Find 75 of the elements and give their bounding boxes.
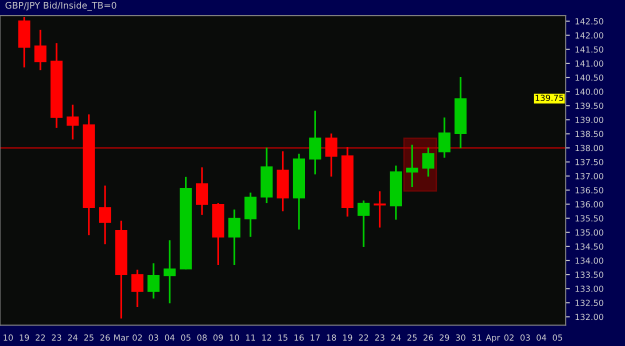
candlestick	[148, 262, 160, 300]
x-tick-label: 31	[472, 334, 482, 341]
x-tick-label: 24	[391, 334, 401, 341]
candlestick	[244, 192, 257, 238]
x-tick-label: 02	[504, 334, 514, 341]
y-tick-label: 133.50	[576, 272, 604, 278]
x-tick-label: 22	[36, 334, 45, 341]
x-tick-label: 09	[213, 334, 223, 341]
x-tick-label: 18	[326, 334, 336, 341]
x-tick-label: 04	[536, 334, 546, 341]
candlestick	[196, 166, 208, 216]
candlestick	[358, 200, 370, 248]
y-tick-label: 142.00	[576, 32, 604, 39]
y-tick-label: 138.00	[576, 144, 604, 152]
candlestick	[325, 132, 338, 178]
x-tick-label: Mar	[114, 334, 130, 341]
y-tick-label: 141.50	[576, 46, 604, 53]
y-tick-label: 135.00	[576, 229, 604, 236]
x-tick-label: 17	[310, 334, 320, 341]
x-tick-label: 24	[68, 334, 78, 341]
x-tick-label: 12	[262, 334, 272, 341]
annotation: 139.75	[536, 94, 564, 102]
y-tick-label: 132.00	[576, 314, 604, 320]
y-tick-label: 142.50	[576, 18, 604, 24]
x-tick-label: 04	[164, 334, 175, 341]
x-tick-label: 25	[407, 334, 417, 341]
candlestick	[66, 104, 79, 140]
candlestick	[164, 239, 176, 304]
y-tick-label: 139.50	[576, 102, 604, 109]
y-tick-label: 140.00	[576, 88, 604, 95]
x-tick-label: 26	[424, 334, 434, 341]
y-tick-label: 138.50	[576, 130, 604, 138]
y-tick-label: 137.50	[576, 158, 604, 166]
candlestick	[438, 116, 450, 159]
candlestick	[99, 184, 112, 245]
x-tick-label: 03	[520, 334, 530, 341]
y-tick-label: 135.50	[576, 215, 604, 222]
y-tick-label: 139.00	[576, 116, 604, 124]
y-tick-label: 133.00	[576, 286, 604, 292]
candlestick	[422, 146, 434, 178]
y-tick-label: 140.50	[576, 74, 604, 81]
x-tick-label: 23	[52, 334, 62, 341]
x-tick-label: 08	[197, 334, 207, 341]
candlestick	[406, 144, 418, 188]
x-tick-label: 22	[358, 334, 368, 341]
x-tick-label: Apr	[486, 334, 500, 342]
x-tick-label: 29	[440, 334, 450, 341]
candlestick	[34, 29, 46, 72]
x-tick-label: 19	[20, 334, 29, 341]
candlestick	[374, 190, 386, 228]
x-tick-label: 16	[294, 334, 304, 341]
y-tick-label: 141.00	[576, 60, 604, 67]
y-tick-label: 134.00	[576, 257, 604, 264]
y-tick-label: 134.50	[576, 243, 604, 250]
x-tick-label: 15	[278, 334, 288, 341]
candlestick	[131, 268, 144, 308]
x-tick-label: 10	[4, 334, 13, 341]
x-tick-label: 10	[230, 334, 240, 341]
x-tick-label: 26	[100, 334, 110, 341]
candlestick	[309, 110, 322, 176]
x-tick-label: 30	[456, 334, 466, 341]
y-tick-label: 132.50	[576, 300, 604, 306]
x-tick-label: 03	[148, 334, 158, 341]
x-tick-label: 23	[375, 334, 384, 341]
candlestick	[228, 208, 240, 266]
x-tick-label: 25	[84, 334, 94, 341]
y-tick-label: 136.50	[576, 187, 604, 194]
x-tick-label: 19	[343, 334, 352, 341]
x-tick-label: 05	[552, 334, 562, 341]
chart-title: GBP/JPY Bid/Inside_TB=0	[6, 2, 116, 11]
x-tick-label: 11	[246, 334, 256, 341]
x-tick-label: 05	[181, 334, 190, 341]
x-tick-label: 02	[132, 334, 142, 341]
y-tick-label: 136.00	[576, 201, 604, 208]
y-tick-label: 137.00	[576, 173, 604, 180]
